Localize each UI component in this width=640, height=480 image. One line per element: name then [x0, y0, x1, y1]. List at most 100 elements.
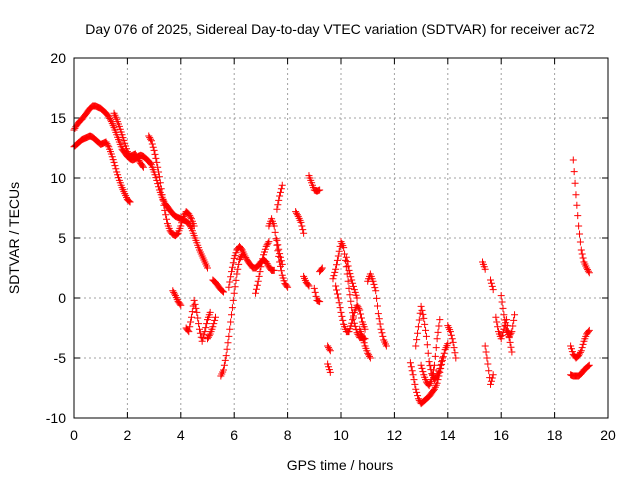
- data-series: [324, 342, 334, 355]
- axis-ticks: 0 2 4 6 8 10 12 14 16 18 20 -10 -5 0 5 10 15 20: [46, 50, 616, 443]
- data-point: [255, 272, 263, 280]
- data-point: [487, 279, 495, 287]
- data-point: [334, 252, 342, 260]
- data-series: [497, 292, 519, 340]
- data-point: [233, 270, 241, 278]
- data-point: [422, 332, 430, 340]
- data-point: [340, 244, 348, 252]
- data-point: [509, 322, 517, 330]
- data-point: [196, 329, 204, 337]
- data-point: [131, 150, 139, 158]
- data-point: [272, 235, 280, 243]
- data-point: [110, 158, 118, 166]
- data-series: [265, 215, 292, 291]
- data-point: [369, 277, 377, 285]
- data-point: [226, 278, 234, 286]
- data-point: [186, 323, 194, 331]
- data-point: [220, 361, 228, 369]
- data-point: [569, 156, 577, 164]
- data-point: [584, 267, 592, 275]
- data-point: [339, 316, 347, 324]
- data-point: [345, 266, 353, 274]
- data-point: [428, 376, 436, 384]
- data-point: [159, 196, 167, 204]
- x-tick-label: 2: [124, 427, 132, 443]
- data-point: [228, 268, 236, 276]
- data-point: [585, 361, 593, 369]
- data-point: [176, 300, 184, 308]
- data-point: [332, 282, 340, 290]
- data-point: [446, 328, 454, 336]
- data-point: [152, 154, 160, 162]
- data-point: [276, 192, 284, 200]
- data-point: [316, 186, 324, 194]
- data-point: [192, 304, 200, 312]
- data-point: [104, 141, 112, 149]
- data-point: [370, 280, 378, 288]
- data-point: [237, 245, 245, 253]
- data-point: [331, 268, 339, 276]
- data-point: [293, 211, 301, 219]
- data-point: [346, 291, 354, 299]
- data-point: [578, 344, 586, 352]
- data-point: [506, 331, 514, 339]
- data-point: [304, 281, 312, 289]
- data-point: [354, 303, 362, 311]
- data-point: [150, 146, 158, 154]
- data-point: [187, 318, 195, 326]
- data-series: [252, 238, 273, 297]
- data-point: [412, 342, 420, 350]
- data-point: [440, 349, 448, 357]
- data-point: [252, 289, 260, 297]
- data-point: [411, 380, 419, 388]
- data-point: [206, 308, 214, 316]
- data-point: [210, 320, 218, 328]
- data-series: [567, 361, 593, 380]
- data-point: [413, 336, 421, 344]
- data-point: [424, 349, 432, 357]
- data-point: [373, 302, 381, 310]
- data-point: [163, 215, 171, 223]
- data-point: [488, 374, 496, 382]
- data-point: [507, 329, 515, 337]
- data-point: [436, 316, 444, 324]
- data-point: [190, 296, 198, 304]
- data-point: [415, 316, 423, 324]
- data-point: [316, 298, 324, 306]
- data-point: [575, 352, 583, 360]
- data-point: [430, 361, 438, 369]
- data-point: [155, 168, 163, 176]
- data-point: [342, 253, 350, 261]
- data-point: [173, 230, 181, 238]
- data-point: [347, 273, 355, 281]
- data-point: [576, 350, 584, 358]
- data-point: [436, 365, 444, 373]
- data-point: [508, 328, 516, 336]
- data-point: [71, 124, 79, 132]
- data-series: [479, 258, 489, 273]
- data-point: [332, 265, 340, 273]
- data-point: [451, 349, 459, 357]
- data-point: [366, 354, 374, 362]
- data-point: [278, 260, 286, 268]
- data-point: [360, 339, 368, 347]
- data-point: [318, 264, 326, 272]
- data-point: [169, 287, 177, 295]
- data-series: [145, 132, 198, 240]
- data-point: [333, 261, 341, 269]
- data-point: [358, 332, 366, 340]
- data-point: [133, 153, 141, 161]
- data-point: [230, 289, 238, 297]
- data-series: [273, 236, 286, 268]
- data-series: [412, 302, 446, 384]
- data-series: [273, 181, 286, 213]
- data-point: [341, 256, 349, 264]
- data-point: [102, 138, 110, 146]
- data-point: [276, 253, 284, 261]
- data-point: [584, 362, 592, 370]
- data-point: [228, 311, 236, 319]
- data-point: [106, 116, 114, 124]
- data-point: [577, 347, 585, 355]
- data-point: [263, 260, 271, 268]
- data-point: [185, 210, 193, 218]
